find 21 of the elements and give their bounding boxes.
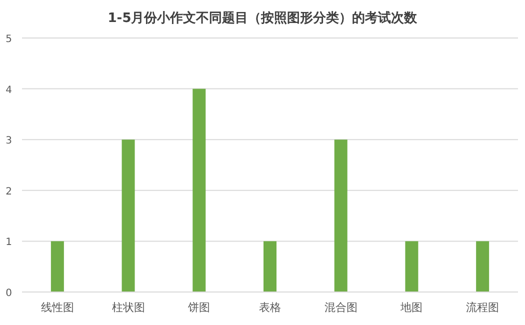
y-tick-label: 5 bbox=[6, 34, 12, 45]
bar bbox=[192, 88, 206, 292]
y-tick-label: 3 bbox=[6, 136, 12, 147]
bar bbox=[264, 241, 276, 292]
x-tick-label: 表格 bbox=[259, 301, 281, 314]
x-tick-label: 柱状图 bbox=[112, 301, 145, 314]
x-tick-label: 地图 bbox=[400, 301, 423, 314]
x-tick-label: 混合图 bbox=[324, 301, 358, 314]
x-tick-label: 饼图 bbox=[187, 301, 210, 314]
bar bbox=[334, 140, 348, 292]
bar bbox=[50, 241, 64, 292]
bar bbox=[122, 140, 135, 292]
x-tick-label: 流程图 bbox=[466, 301, 500, 314]
x-tick-label: 线性图 bbox=[40, 301, 74, 314]
y-tick-label: 4 bbox=[6, 84, 12, 96]
y-tick-label: 2 bbox=[6, 186, 12, 198]
y-tick-label: 1 bbox=[6, 237, 12, 248]
chart-title: 1-5月份小作文不同题目（按照图形分类）的考试次数 bbox=[108, 10, 418, 26]
bar bbox=[405, 241, 418, 292]
y-tick-label: 0 bbox=[6, 288, 12, 299]
bar bbox=[476, 241, 490, 292]
